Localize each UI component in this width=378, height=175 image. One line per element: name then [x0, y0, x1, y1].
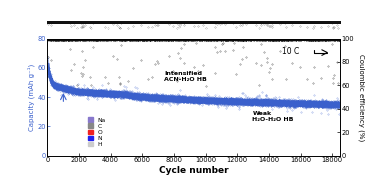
X-axis label: Cycle number: Cycle number — [159, 166, 229, 175]
Text: Intensified
ACN-H₂O HB: Intensified ACN-H₂O HB — [164, 71, 207, 82]
Text: 1 m NaTfO + 0.1 m Zn(TfO)₂     ACN/H₂O (1: 1 in weight): 1 m NaTfO + 0.1 m Zn(TfO)₂ ACN/H₂O (1: 1… — [57, 27, 260, 34]
Text: Weak
H₂O-H₂O HB: Weak H₂O-H₂O HB — [252, 111, 294, 122]
Text: 10 C: 10 C — [282, 47, 299, 56]
Y-axis label: Coulombic efficiency (%): Coulombic efficiency (%) — [358, 54, 365, 141]
Legend: Na, C, O, N, H: Na, C, O, N, H — [88, 117, 105, 147]
Y-axis label: Capacity (mAh g⁻¹): Capacity (mAh g⁻¹) — [27, 64, 34, 131]
